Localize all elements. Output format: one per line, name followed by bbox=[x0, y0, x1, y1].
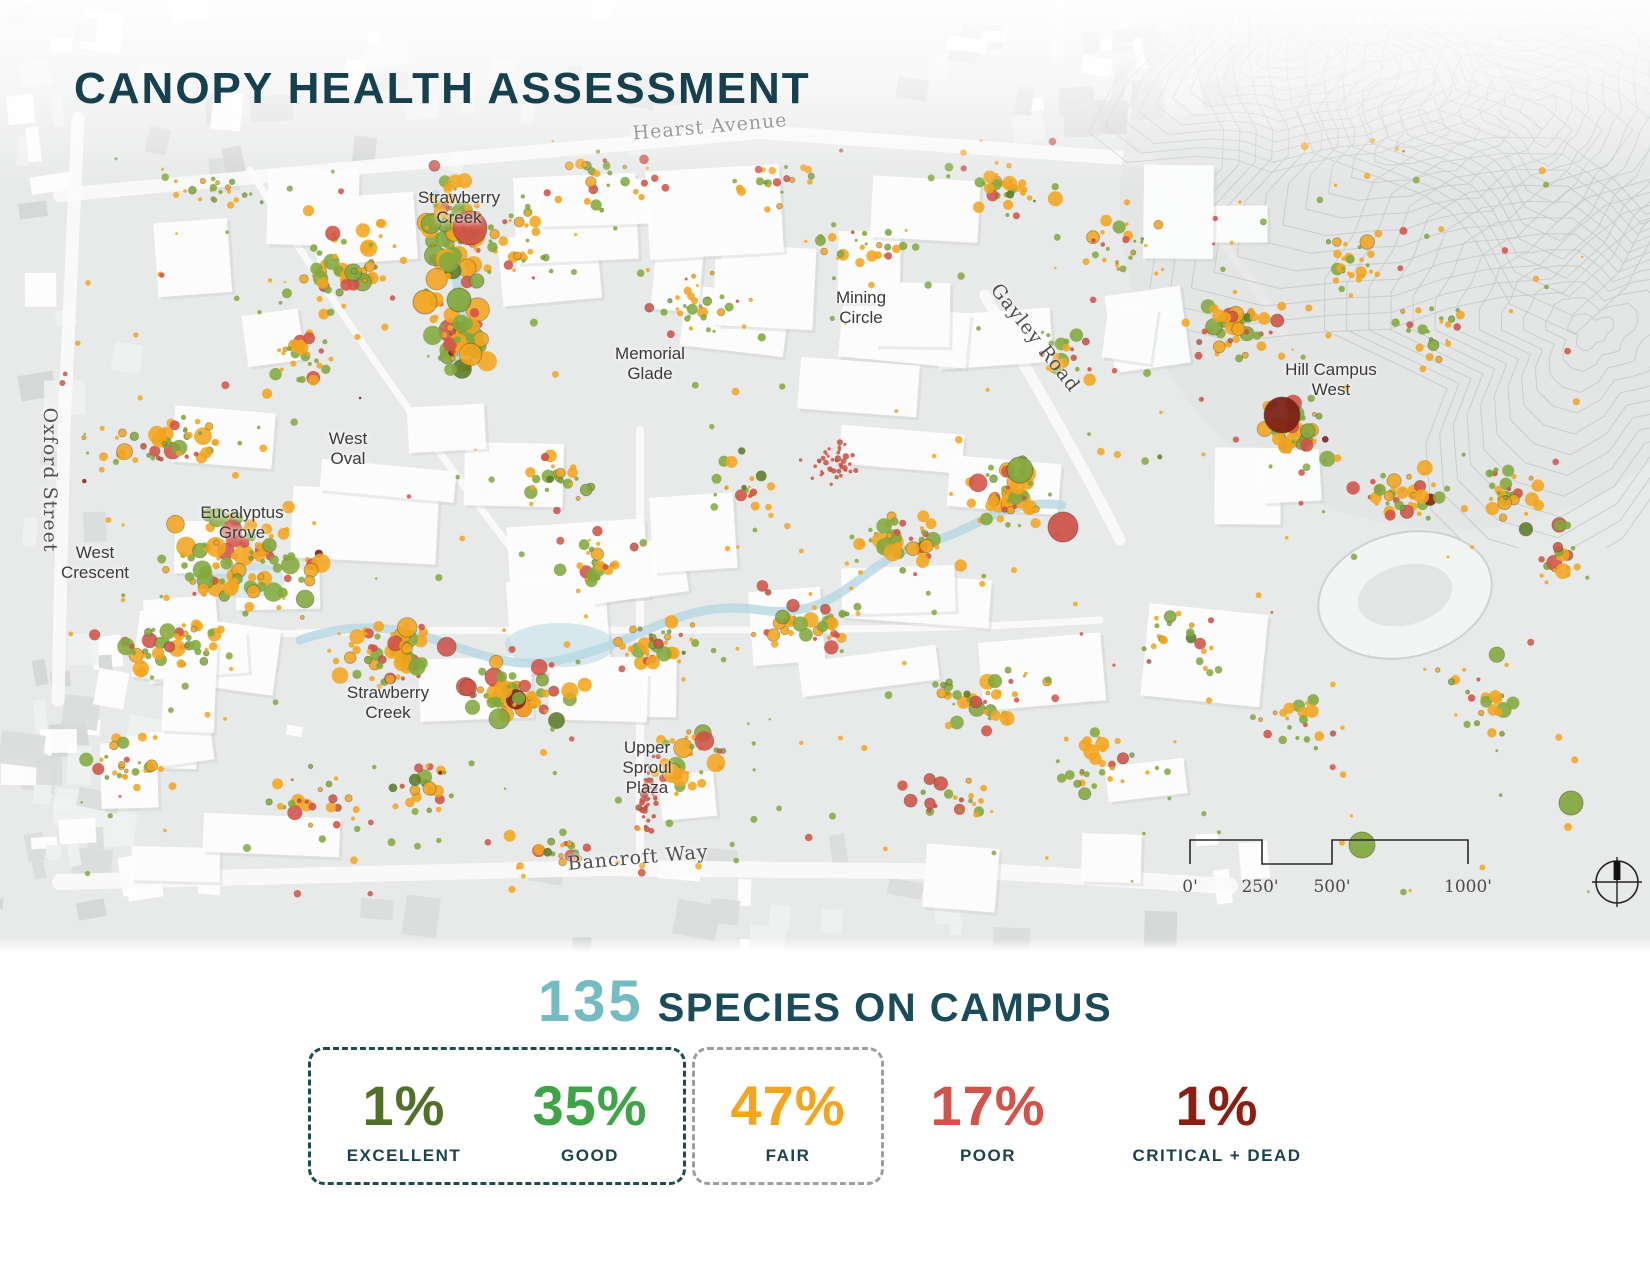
stat-label-good: GOOD bbox=[561, 1146, 619, 1165]
species-count: 135 bbox=[537, 969, 644, 1034]
fair-group-box: 47% FAIR bbox=[692, 1047, 884, 1185]
campus-map: 0' 250' 500' 1000' bbox=[0, 0, 1650, 952]
campus-map-area: 0' 250' 500' 1000' CANOPY HEALTH ASSESSMENT… bbox=[0, 0, 1650, 952]
map-label-memorial-glade: Memorial Glade bbox=[615, 343, 685, 383]
stats-area: 135 SPECIES ON CAMPUS 1% EXCELLENT 35% GO… bbox=[0, 952, 1650, 1275]
stat-label-excellent: EXCELLENT bbox=[346, 1146, 462, 1165]
compass-icon bbox=[1592, 857, 1642, 907]
map-label-oxford-street: Oxford Street bbox=[39, 407, 62, 553]
stat-label-fair: FAIR bbox=[765, 1146, 811, 1165]
map-label-mining-circle: Mining Circle bbox=[835, 287, 887, 327]
stat-value-excellent: 1% bbox=[362, 1074, 446, 1137]
stat-critical-dead: 1% CRITICAL + DEAD bbox=[1092, 1047, 1342, 1185]
stat-value-good: 35% bbox=[532, 1074, 648, 1137]
stat-value-poor: 17% bbox=[930, 1074, 1046, 1137]
page-title: CANOPY HEALTH ASSESSMENT bbox=[74, 64, 811, 113]
map-label-strawberry-creek-south: Strawberry Creek bbox=[346, 682, 430, 722]
scale-tick-label: 1000' bbox=[1444, 877, 1492, 897]
species-count-label: SPECIES ON CAMPUS bbox=[657, 986, 1113, 1030]
health-breakdown: 1% EXCELLENT 35% GOOD 47% FAIR 17% POOR bbox=[0, 1047, 1650, 1185]
excellent-good-group-box: 1% EXCELLENT 35% GOOD bbox=[308, 1047, 686, 1185]
stat-value-fair: 47% bbox=[730, 1074, 846, 1137]
scale-tick-label: 250' bbox=[1241, 877, 1278, 897]
map-label-strawberry-creek-north: Strawberry Creek bbox=[417, 187, 501, 227]
map-label-upper-sproul-plaza: Upper Sproul Plaza bbox=[622, 737, 672, 798]
stat-fair: 47% FAIR bbox=[695, 1064, 881, 1166]
scale-bar: 0' 250' 500' 1000' bbox=[1182, 839, 1492, 897]
map-label-hill-campus-west: Hill Campus West bbox=[1285, 359, 1377, 399]
map-label-west-crescent: West Crescent bbox=[60, 542, 130, 582]
stat-value-critical-dead: 1% bbox=[1175, 1074, 1259, 1137]
scale-tick-label: 0' bbox=[1182, 877, 1198, 897]
map-label-west-oval: West Oval bbox=[328, 428, 368, 468]
stat-label-poor: POOR bbox=[959, 1146, 1017, 1165]
stat-poor: 17% POOR bbox=[908, 1047, 1068, 1185]
stat-label-critical-dead: CRITICAL + DEAD bbox=[1132, 1146, 1302, 1165]
stat-good: 35% GOOD bbox=[497, 1064, 683, 1166]
scale-tick-label: 500' bbox=[1313, 877, 1350, 897]
map-label-eucalyptus-grove: Eucalyptus Grove bbox=[200, 502, 284, 542]
species-heading: 135 SPECIES ON CAMPUS bbox=[0, 968, 1650, 1035]
stat-excellent: 1% EXCELLENT bbox=[311, 1064, 497, 1166]
